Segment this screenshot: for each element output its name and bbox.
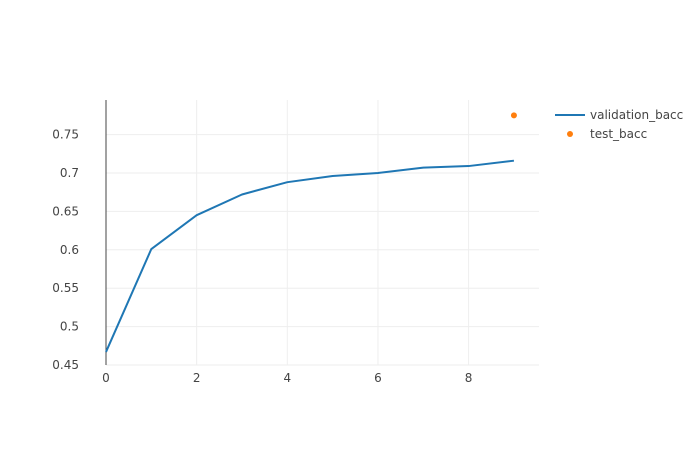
plot-series bbox=[105, 112, 517, 353]
legend-item-validation_bacc[interactable]: validation_bacc bbox=[555, 108, 683, 122]
x-tick-labels: 0 2 4 6 8 bbox=[102, 371, 472, 385]
y-tick-label: 0.55 bbox=[52, 281, 79, 295]
legend[interactable]: validation_bacc test_bacc bbox=[555, 108, 683, 141]
legend-swatch-marker bbox=[567, 131, 573, 137]
series-point-test_bacc bbox=[510, 112, 517, 119]
legend-label: validation_bacc bbox=[590, 108, 683, 122]
y-tick-label: 0.6 bbox=[60, 243, 79, 257]
y-tick-label: 0.7 bbox=[60, 166, 79, 180]
x-gridlines bbox=[196, 100, 470, 365]
legend-label: test_bacc bbox=[590, 127, 647, 141]
x-tick-label: 0 bbox=[102, 371, 110, 385]
x-tick-label: 6 bbox=[374, 371, 382, 385]
series-line-validation_bacc bbox=[105, 159, 515, 353]
y-tick-labels: 0.45 0.5 0.55 0.6 0.65 0.7 0.75 bbox=[52, 128, 79, 372]
y-gridlines bbox=[106, 134, 539, 366]
x-tick-label: 2 bbox=[193, 371, 201, 385]
legend-item-test_bacc[interactable]: test_bacc bbox=[567, 127, 647, 141]
y-tick-label: 0.45 bbox=[52, 358, 79, 372]
y-tick-label: 0.75 bbox=[52, 128, 79, 142]
x-tick-label: 8 bbox=[465, 371, 473, 385]
y-tick-label: 0.5 bbox=[60, 320, 79, 334]
y-tick-label: 0.65 bbox=[52, 204, 79, 218]
x-tick-label: 4 bbox=[283, 371, 291, 385]
